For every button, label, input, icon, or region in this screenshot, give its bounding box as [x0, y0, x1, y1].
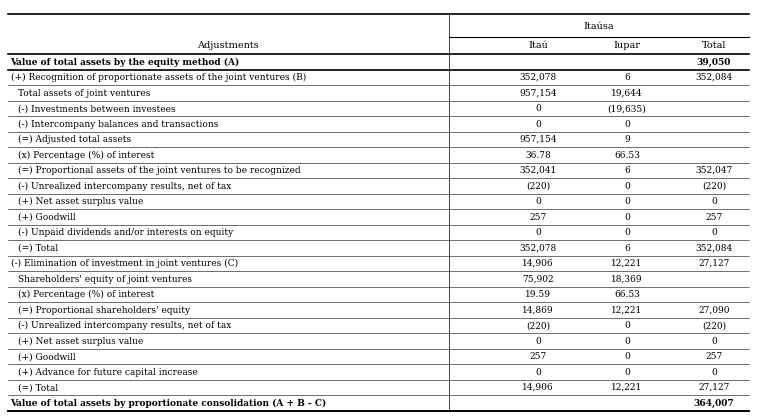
Text: 0: 0 — [535, 120, 540, 129]
Text: (=) Proportional assets of the joint ventures to be recognized: (=) Proportional assets of the joint ven… — [18, 166, 301, 175]
Text: 6: 6 — [625, 166, 630, 175]
Text: 0: 0 — [535, 228, 540, 237]
Text: 27,090: 27,090 — [698, 306, 730, 315]
Text: 257: 257 — [706, 213, 722, 222]
Text: 27,127: 27,127 — [698, 259, 730, 268]
Text: (+) Goodwill: (+) Goodwill — [18, 213, 76, 222]
Text: 36.78: 36.78 — [525, 151, 551, 160]
Text: 364,007: 364,007 — [693, 399, 734, 408]
Text: 39,050: 39,050 — [696, 58, 731, 67]
Text: 6: 6 — [625, 73, 630, 82]
Text: Total assets of joint ventures: Total assets of joint ventures — [18, 89, 151, 98]
Text: (+) Net asset surplus value: (+) Net asset surplus value — [18, 336, 143, 346]
Text: Total: Total — [702, 41, 726, 50]
Text: 14,906: 14,906 — [522, 383, 554, 392]
Text: 0: 0 — [625, 368, 630, 377]
Text: 0: 0 — [711, 197, 717, 206]
Text: 0: 0 — [711, 228, 717, 237]
Text: Value of total assets by proportionate consolidation (A + B - C): Value of total assets by proportionate c… — [11, 399, 327, 408]
Text: 27,127: 27,127 — [698, 383, 730, 392]
Text: (-) Investments between investees: (-) Investments between investees — [18, 104, 176, 113]
Text: 66.53: 66.53 — [614, 290, 640, 299]
Text: Itaú: Itaú — [528, 41, 548, 50]
Text: Adjustments: Adjustments — [198, 41, 259, 50]
Text: 12,221: 12,221 — [612, 383, 643, 392]
Text: (220): (220) — [526, 321, 550, 330]
Text: 957,154: 957,154 — [519, 89, 557, 98]
Text: 0: 0 — [535, 197, 540, 206]
Text: 352,078: 352,078 — [519, 244, 556, 253]
Text: 0: 0 — [535, 104, 540, 113]
Text: 19.59: 19.59 — [525, 290, 551, 299]
Text: 0: 0 — [711, 336, 717, 346]
Text: (x) Percentage (%) of interest: (x) Percentage (%) of interest — [18, 151, 154, 160]
Text: Shareholders' equity of joint ventures: Shareholders' equity of joint ventures — [18, 275, 192, 284]
Text: (-) Intercompany balances and transactions: (-) Intercompany balances and transactio… — [18, 120, 218, 129]
Text: 257: 257 — [529, 352, 547, 361]
Text: 0: 0 — [625, 181, 630, 191]
Text: 0: 0 — [625, 120, 630, 129]
Text: 75,902: 75,902 — [522, 275, 554, 284]
Text: 0: 0 — [535, 336, 540, 346]
Text: (+) Recognition of proportionate assets of the joint ventures (B): (+) Recognition of proportionate assets … — [11, 73, 306, 82]
Text: (-) Unpaid dividends and/or interests on equity: (-) Unpaid dividends and/or interests on… — [18, 228, 233, 237]
Text: Itaúsa: Itaúsa — [584, 22, 615, 32]
Text: 0: 0 — [625, 213, 630, 222]
Text: (=) Proportional shareholders' equity: (=) Proportional shareholders' equity — [18, 306, 190, 315]
Text: (-) Unrealized intercompany results, net of tax: (-) Unrealized intercompany results, net… — [18, 321, 232, 330]
Text: 957,154: 957,154 — [519, 135, 557, 144]
Text: (220): (220) — [702, 181, 726, 191]
Text: 14,906: 14,906 — [522, 259, 554, 268]
Text: 257: 257 — [529, 213, 547, 222]
Text: (+) Advance for future capital increase: (+) Advance for future capital increase — [18, 368, 198, 377]
Text: 12,221: 12,221 — [612, 306, 643, 315]
Text: 0: 0 — [625, 197, 630, 206]
Text: 352,041: 352,041 — [519, 166, 556, 175]
Text: 352,084: 352,084 — [695, 244, 733, 253]
Text: (=) Total: (=) Total — [18, 383, 58, 392]
Text: (=) Total: (=) Total — [18, 244, 58, 253]
Text: (220): (220) — [702, 321, 726, 330]
Text: 352,047: 352,047 — [695, 166, 733, 175]
Text: 6: 6 — [625, 244, 630, 253]
Text: 0: 0 — [625, 228, 630, 237]
Text: 66.53: 66.53 — [614, 151, 640, 160]
Text: (220): (220) — [526, 181, 550, 191]
Text: (=) Adjusted total assets: (=) Adjusted total assets — [18, 135, 131, 144]
Text: (+) Net asset surplus value: (+) Net asset surplus value — [18, 197, 143, 206]
Text: 14,869: 14,869 — [522, 306, 554, 315]
Text: 0: 0 — [625, 352, 630, 361]
Text: 352,078: 352,078 — [519, 73, 556, 82]
Text: Value of total assets by the equity method (A): Value of total assets by the equity meth… — [11, 58, 240, 67]
Text: 18,369: 18,369 — [611, 275, 643, 284]
Text: 257: 257 — [706, 352, 722, 361]
Text: (-) Elimination of investment in joint ventures (C): (-) Elimination of investment in joint v… — [11, 259, 238, 268]
Text: 19,644: 19,644 — [611, 89, 643, 98]
Text: 352,084: 352,084 — [695, 73, 733, 82]
Text: (x) Percentage (%) of interest: (x) Percentage (%) of interest — [18, 290, 154, 299]
Text: 12,221: 12,221 — [612, 259, 643, 268]
Text: 0: 0 — [535, 368, 540, 377]
Text: 0: 0 — [625, 336, 630, 346]
Text: Iupar: Iupar — [613, 41, 640, 50]
Text: 0: 0 — [711, 368, 717, 377]
Text: (-) Unrealized intercompany results, net of tax: (-) Unrealized intercompany results, net… — [18, 181, 232, 191]
Text: 9: 9 — [625, 135, 630, 144]
Text: (+) Goodwill: (+) Goodwill — [18, 352, 76, 361]
Text: 0: 0 — [625, 321, 630, 330]
Text: (19,635): (19,635) — [608, 104, 646, 113]
